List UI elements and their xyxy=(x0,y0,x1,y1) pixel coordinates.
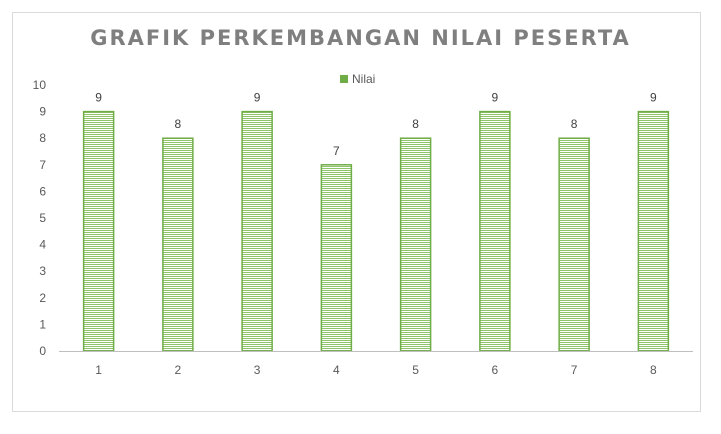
x-tick-label: 7 xyxy=(571,363,578,377)
chart-title: GRAFIK PERKEMBANGAN NILAI PESERTA xyxy=(90,26,631,50)
y-tick-label: 4 xyxy=(39,238,46,252)
x-tick-label: 3 xyxy=(254,363,261,377)
bar-value-label: 9 xyxy=(95,91,102,105)
y-tick-label: 2 xyxy=(39,291,46,305)
y-tick-label: 0 xyxy=(39,344,46,358)
bar xyxy=(82,110,115,352)
legend-swatch xyxy=(340,75,348,83)
y-tick-label: 10 xyxy=(33,78,47,92)
data-labels: 9 8 9 7 8 9 8 9 xyxy=(95,91,657,158)
legend-label: Nilai xyxy=(352,72,376,86)
bar-series xyxy=(82,110,670,352)
y-tick-label: 3 xyxy=(39,264,46,278)
bar-value-label: 7 xyxy=(333,144,340,158)
bar xyxy=(558,137,590,352)
bar xyxy=(241,110,273,352)
bar-value-label: 8 xyxy=(571,117,578,131)
x-tick-label: 4 xyxy=(333,363,340,377)
bar-value-label: 9 xyxy=(650,91,657,105)
bar-value-label: 9 xyxy=(254,91,261,105)
bar xyxy=(399,137,432,352)
x-tick-label: 5 xyxy=(412,363,419,377)
y-tick-label: 1 xyxy=(39,317,46,331)
bar-value-label: 9 xyxy=(492,91,499,105)
y-tick-label: 7 xyxy=(39,158,46,172)
x-tick-label: 1 xyxy=(95,363,102,377)
x-axis-labels: 1 2 3 4 5 6 7 8 xyxy=(95,363,657,377)
bar xyxy=(320,164,353,352)
y-tick-label: 8 xyxy=(39,131,46,145)
x-tick-label: 6 xyxy=(492,363,499,377)
y-tick-label: 5 xyxy=(39,211,46,225)
x-tick-label: 8 xyxy=(650,363,657,377)
bar xyxy=(479,110,511,352)
bar-value-label: 8 xyxy=(175,117,182,131)
bar xyxy=(637,110,670,352)
bar xyxy=(162,137,194,352)
bar-value-label: 8 xyxy=(412,117,419,131)
x-tick-label: 2 xyxy=(175,363,182,377)
y-tick-label: 6 xyxy=(39,184,46,198)
y-tick-label: 9 xyxy=(39,105,46,119)
y-axis-labels: 0 1 2 3 4 5 6 7 8 9 10 xyxy=(33,78,47,358)
chart-legend: Nilai xyxy=(340,72,375,86)
